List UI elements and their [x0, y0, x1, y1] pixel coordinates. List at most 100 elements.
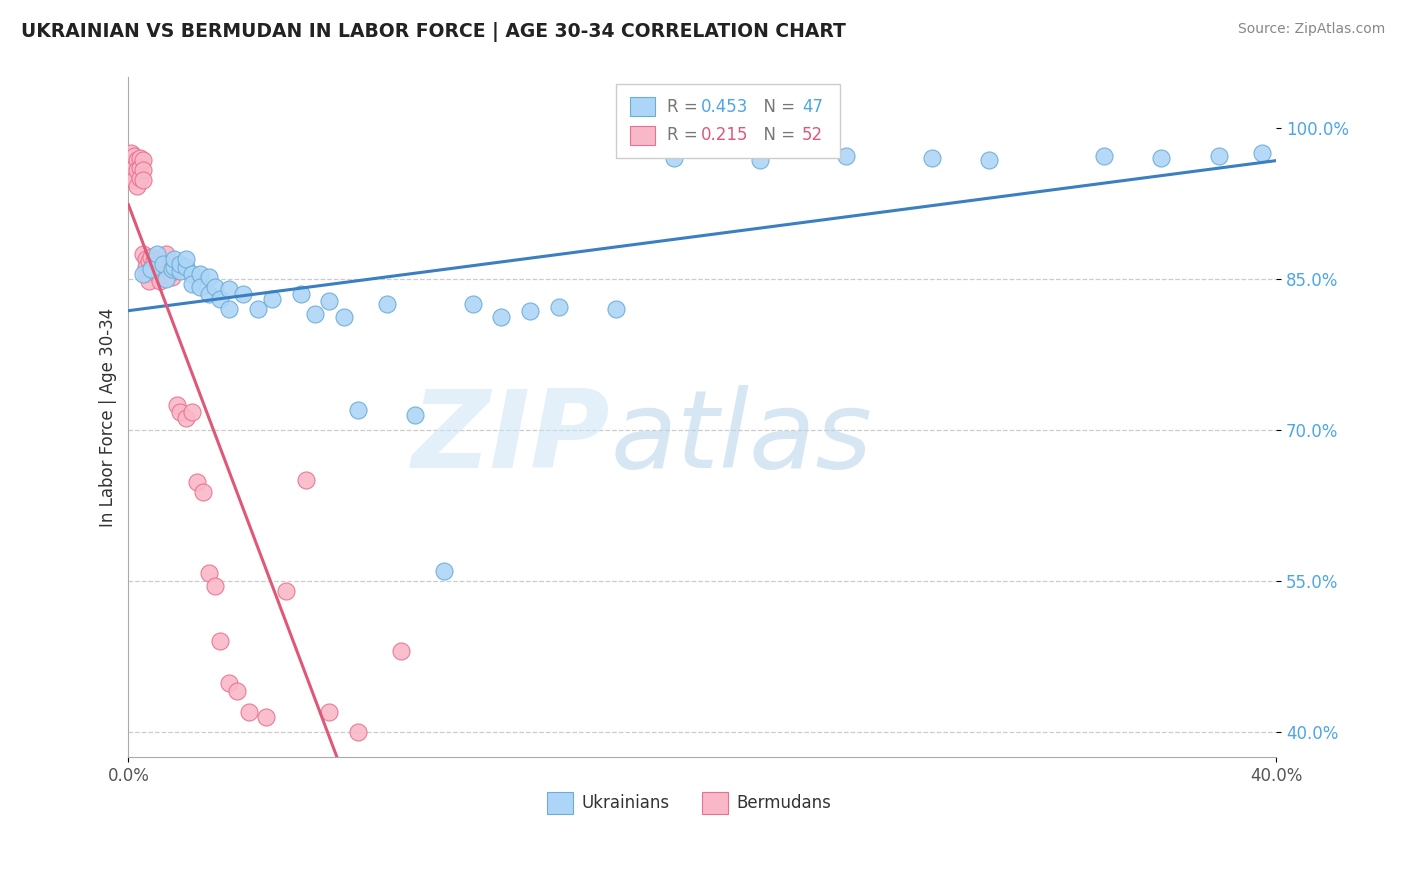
- Point: [135, 252, 157, 266]
- Point: [132, 153, 155, 167]
- Point: [1092, 149, 1115, 163]
- Point: [166, 398, 188, 412]
- Point: [143, 253, 166, 268]
- Point: [218, 676, 240, 690]
- Bar: [547, 792, 572, 814]
- Point: [748, 153, 770, 167]
- Point: [141, 250, 163, 264]
- Point: [152, 257, 174, 271]
- Point: [461, 297, 484, 311]
- Text: UKRAINIAN VS BERMUDAN IN LABOR FORCE | AGE 30-34 CORRELATION CHART: UKRAINIAN VS BERMUDAN IN LABOR FORCE | A…: [21, 22, 846, 42]
- Point: [218, 282, 240, 296]
- Point: [260, 292, 283, 306]
- Text: Ukrainians: Ukrainians: [582, 794, 669, 812]
- Point: [163, 252, 186, 266]
- Point: [169, 263, 191, 277]
- Point: [135, 260, 157, 274]
- Point: [1150, 151, 1173, 165]
- Point: [141, 261, 163, 276]
- Point: [132, 267, 155, 281]
- Point: [122, 149, 145, 163]
- Bar: [630, 97, 655, 116]
- Point: [209, 634, 232, 648]
- Point: [160, 269, 183, 284]
- Point: [146, 246, 169, 260]
- Point: [188, 267, 211, 281]
- Point: [226, 684, 249, 698]
- Text: 0.453: 0.453: [702, 97, 748, 116]
- Point: [152, 267, 174, 281]
- Point: [1208, 149, 1230, 163]
- Point: [375, 297, 398, 311]
- Point: [204, 280, 226, 294]
- Point: [835, 149, 858, 163]
- Point: [120, 163, 142, 178]
- Point: [157, 263, 180, 277]
- Point: [186, 475, 208, 489]
- Text: R =: R =: [666, 97, 703, 116]
- Point: [163, 260, 186, 274]
- Point: [332, 310, 354, 324]
- Text: 47: 47: [803, 97, 823, 116]
- Point: [180, 267, 202, 281]
- Point: [188, 280, 211, 294]
- Text: 0.215: 0.215: [702, 126, 748, 145]
- Point: [120, 145, 142, 160]
- Point: [129, 151, 152, 165]
- Point: [662, 151, 685, 165]
- Point: [547, 300, 569, 314]
- Point: [318, 293, 340, 308]
- Point: [122, 161, 145, 175]
- Point: [318, 705, 340, 719]
- Point: [180, 404, 202, 418]
- Point: [491, 310, 513, 324]
- Point: [146, 267, 169, 281]
- Point: [1250, 145, 1272, 160]
- Point: [132, 246, 155, 260]
- Point: [174, 410, 197, 425]
- Point: [155, 272, 177, 286]
- Point: [204, 579, 226, 593]
- Point: [246, 301, 269, 316]
- Text: Bermudans: Bermudans: [737, 794, 831, 812]
- Point: [146, 257, 169, 271]
- Point: [389, 644, 412, 658]
- Point: [218, 301, 240, 316]
- Point: [169, 257, 191, 271]
- Point: [209, 292, 232, 306]
- Point: [174, 252, 197, 266]
- Point: [921, 151, 943, 165]
- Point: [122, 173, 145, 187]
- Bar: [616, 84, 839, 158]
- Point: [979, 153, 1001, 167]
- Y-axis label: In Labor Force | Age 30-34: In Labor Force | Age 30-34: [100, 308, 117, 527]
- Point: [238, 705, 260, 719]
- Point: [605, 301, 627, 316]
- Point: [290, 286, 312, 301]
- Point: [254, 709, 277, 723]
- Point: [174, 260, 197, 274]
- Text: 52: 52: [803, 126, 824, 145]
- Bar: [702, 792, 727, 814]
- Text: N =: N =: [752, 126, 800, 145]
- Point: [295, 473, 318, 487]
- Point: [232, 286, 254, 301]
- Point: [143, 263, 166, 277]
- Point: [304, 307, 326, 321]
- Bar: [630, 126, 655, 145]
- Point: [519, 304, 541, 318]
- Point: [138, 253, 160, 268]
- Point: [129, 171, 152, 186]
- Point: [132, 173, 155, 187]
- Point: [138, 274, 160, 288]
- Point: [198, 286, 221, 301]
- Text: N =: N =: [752, 97, 800, 116]
- Point: [347, 724, 370, 739]
- Point: [125, 153, 148, 167]
- Point: [132, 163, 155, 178]
- Point: [404, 408, 426, 422]
- Point: [138, 263, 160, 277]
- Point: [155, 246, 177, 260]
- Point: [125, 179, 148, 194]
- Point: [433, 564, 456, 578]
